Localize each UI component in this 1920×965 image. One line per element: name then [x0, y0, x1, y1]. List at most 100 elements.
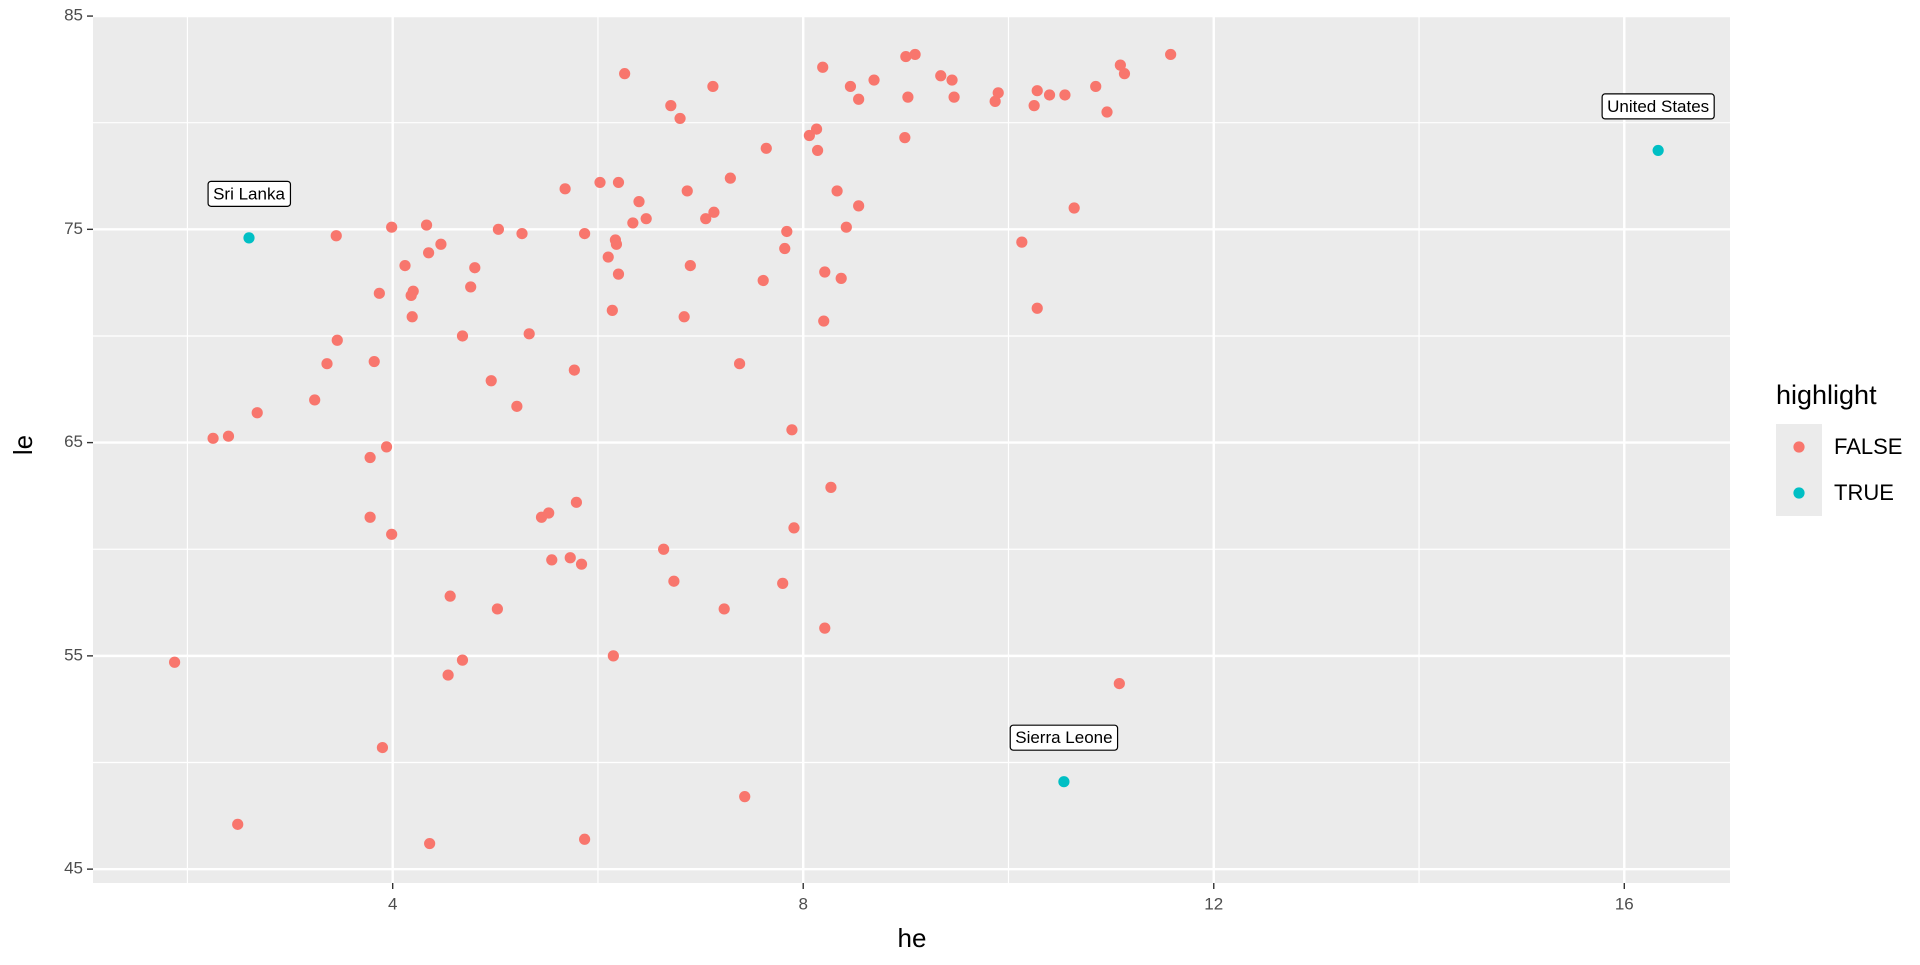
- point: [575, 558, 588, 570]
- point: [810, 123, 823, 135]
- point: [1031, 85, 1043, 97]
- point: [900, 50, 912, 63]
- point: [444, 590, 456, 602]
- annotation-box: [1601, 93, 1715, 120]
- point: [707, 80, 719, 93]
- point: [760, 142, 772, 154]
- point: [523, 328, 535, 340]
- annotation-box: [1009, 724, 1119, 751]
- point: [607, 650, 619, 662]
- x-tick-label: 8: [798, 894, 807, 913]
- legend-title: highlight: [1776, 380, 1877, 410]
- point: [803, 129, 815, 142]
- point: [222, 430, 235, 442]
- point: [485, 375, 497, 387]
- point: [853, 93, 865, 105]
- point: [935, 70, 947, 82]
- point: [602, 251, 614, 263]
- point: [543, 507, 555, 519]
- annotation-label: Sierra Leone: [1015, 728, 1112, 747]
- point: [619, 68, 631, 80]
- point: [423, 247, 435, 259]
- legend-marker: [1793, 441, 1805, 453]
- point: [678, 311, 690, 323]
- point: [633, 196, 645, 208]
- point: [456, 654, 469, 666]
- point: [739, 791, 751, 803]
- point: [902, 91, 914, 103]
- point: [368, 355, 380, 368]
- point: [564, 552, 576, 564]
- point: [684, 259, 696, 272]
- point: [1118, 68, 1131, 80]
- point: [331, 334, 343, 346]
- point: [1114, 59, 1126, 71]
- point: [406, 311, 418, 323]
- x-tick-label: 12: [1204, 894, 1223, 913]
- y-tick-label: 55: [64, 645, 83, 664]
- point: [491, 603, 503, 615]
- point: [386, 221, 398, 233]
- point: [1059, 89, 1071, 101]
- point: [232, 818, 244, 830]
- point: [819, 622, 831, 634]
- point: [668, 575, 680, 587]
- point: [1058, 776, 1070, 788]
- point: [1028, 100, 1040, 112]
- point: [992, 87, 1004, 99]
- point: [168, 656, 181, 668]
- point: [456, 330, 469, 342]
- point: [424, 837, 436, 850]
- point: [674, 112, 686, 125]
- y-tick-label: 45: [64, 859, 83, 878]
- point: [469, 262, 481, 274]
- plot-panel: [93, 15, 1730, 883]
- point: [777, 577, 789, 589]
- annotation-label: United States: [1607, 97, 1709, 116]
- point: [825, 481, 837, 493]
- point: [516, 227, 528, 240]
- point: [817, 61, 829, 73]
- point: [788, 522, 800, 534]
- y-tick-label: 65: [64, 432, 83, 451]
- point: [818, 315, 830, 327]
- y-tick-label: 75: [64, 219, 83, 238]
- point: [207, 432, 219, 444]
- point: [844, 80, 857, 93]
- y-axis-label: le: [8, 435, 38, 455]
- point: [1031, 302, 1043, 314]
- point: [724, 172, 736, 184]
- point: [380, 441, 393, 453]
- point: [610, 238, 623, 250]
- point: [594, 176, 606, 189]
- point: [606, 304, 618, 316]
- point: [733, 358, 746, 370]
- point: [243, 232, 255, 244]
- point: [840, 221, 852, 233]
- point: [492, 223, 505, 235]
- point: [627, 217, 639, 229]
- point: [386, 528, 398, 540]
- legend-label: TRUE: [1834, 480, 1894, 505]
- point: [909, 48, 921, 61]
- point: [1165, 48, 1177, 61]
- point: [708, 206, 720, 218]
- point: [579, 833, 591, 845]
- point: [420, 219, 433, 231]
- annotation-label: Sri Lanka: [213, 184, 285, 203]
- point: [658, 543, 670, 555]
- point: [700, 213, 712, 225]
- point: [1068, 202, 1080, 214]
- point: [640, 213, 652, 225]
- point: [819, 266, 831, 278]
- point: [786, 424, 798, 436]
- point: [376, 741, 389, 754]
- point: [442, 669, 454, 681]
- point: [373, 287, 385, 299]
- point: [1113, 677, 1125, 690]
- legend-marker: [1793, 487, 1805, 499]
- point: [757, 274, 769, 287]
- point: [1090, 80, 1102, 93]
- x-tick-label: 4: [388, 894, 397, 913]
